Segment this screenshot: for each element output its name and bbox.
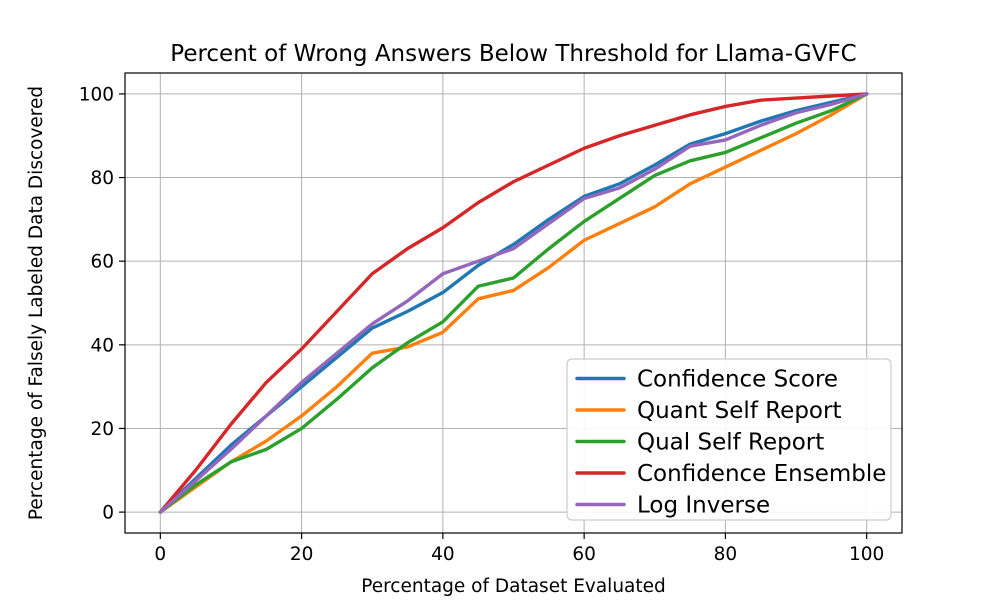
chart-title: Percent of Wrong Answers Below Threshold… (170, 41, 856, 67)
axes-frame (124, 72, 903, 534)
x-tick-label: 60 (572, 544, 596, 565)
y-tick-label: 60 (90, 252, 114, 273)
x-tick-label: 40 (431, 544, 455, 565)
legend-label: Confidence Score (637, 367, 838, 393)
legend-label: Quant Self Report (637, 398, 841, 424)
x-tick-label: 0 (154, 544, 166, 565)
x-tick-label: 80 (714, 544, 738, 565)
line-log-inverse (158, 92, 869, 514)
legend-box (566, 358, 892, 521)
y-tick-label: 80 (90, 168, 114, 189)
line-qual-self-report (158, 92, 869, 514)
y-tick-label: 0 (102, 503, 114, 524)
y-tick-label: 40 (90, 335, 114, 356)
x-tick-label: 20 (290, 544, 314, 565)
legend-label: Confidence Ensemble (637, 461, 886, 487)
y-axis-label: Percentage of Falsely Labeled Data Disco… (26, 86, 47, 520)
legend-label: Log Inverse (637, 493, 770, 519)
line-quant-self-report (158, 92, 869, 514)
legend-label: Qual Self Report (637, 430, 824, 456)
x-tick-label: 100 (849, 544, 884, 565)
y-tick-label: 20 (90, 419, 114, 440)
y-tick-label: 100 (79, 84, 114, 105)
x-axis-label: Percentage of Dataset Evaluated (361, 576, 666, 597)
line-confidence-ensemble (158, 92, 869, 514)
